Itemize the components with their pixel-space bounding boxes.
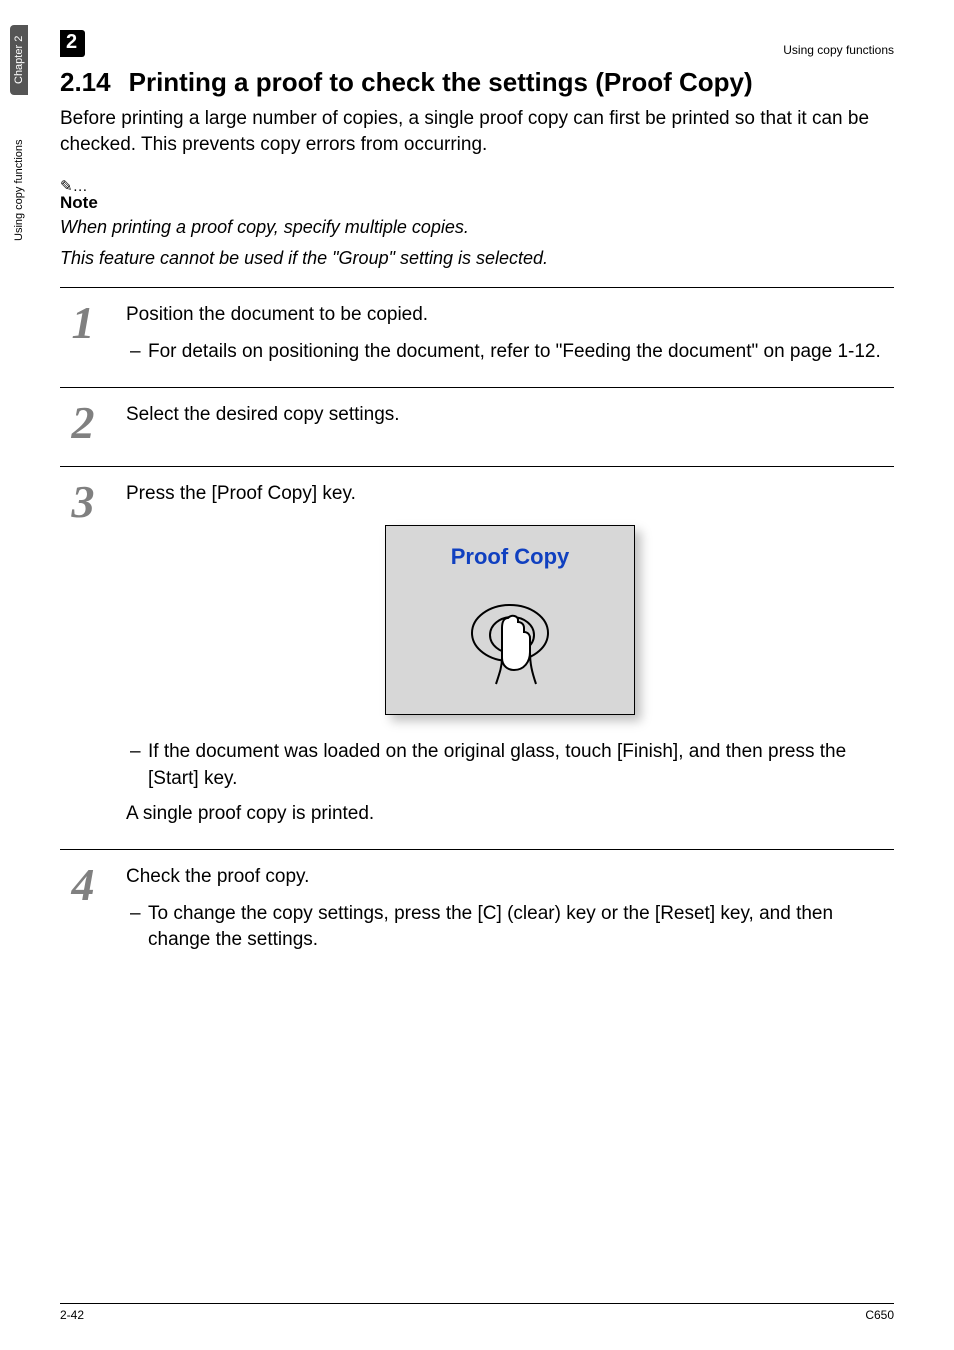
step-2-body: Select the desired copy settings.: [126, 402, 894, 443]
step-3-body: Press the [Proof Copy] key. Proof Copy I…: [126, 481, 894, 827]
running-header: 2 Using copy functions: [60, 30, 894, 57]
section-title: 2.14 Printing a proof to check the setti…: [60, 67, 894, 98]
running-title: Using copy functions: [783, 43, 894, 57]
step-2-number: 2: [60, 402, 106, 443]
step-2: 2 Select the desired copy settings.: [60, 387, 894, 465]
step-4-body: Check the proof copy. To change the copy…: [126, 864, 894, 954]
sidetab-chapter: Chapter 2: [10, 25, 28, 95]
step-3-text: Press the [Proof Copy] key.: [126, 481, 894, 508]
step-1: 1 Position the document to be copied. Fo…: [60, 287, 894, 387]
step-4-text: Check the proof copy.: [126, 864, 894, 891]
proof-copy-illustration: Proof Copy: [126, 525, 894, 715]
section-heading: Printing a proof to check the settings (…: [129, 68, 753, 98]
hand-press-icon: [450, 588, 570, 708]
step-4-sub-1: To change the copy settings, press the […: [126, 901, 894, 954]
page-footer: 2-42 C650: [60, 1303, 894, 1322]
note-label: Note: [60, 193, 894, 213]
step-1-body: Position the document to be copied. For …: [126, 302, 894, 365]
step-4: 4 Check the proof copy. To change the co…: [60, 849, 894, 976]
sidetab-section: Using copy functions: [10, 120, 28, 260]
proof-copy-label: Proof Copy: [386, 542, 634, 573]
header-left: 2: [60, 30, 85, 57]
chapter-number-badge: 2: [60, 30, 85, 57]
page: Chapter 2 Using copy functions 2 Using c…: [0, 0, 954, 1350]
intro-paragraph: Before printing a large number of copies…: [60, 106, 894, 157]
footer-model: C650: [865, 1308, 894, 1322]
step-1-sub-1: For details on positioning the document,…: [126, 339, 894, 366]
note-block: ✎… Note When printing a proof copy, spec…: [60, 177, 894, 269]
step-1-number: 1: [60, 302, 106, 365]
step-3-follow: A single proof copy is printed.: [126, 801, 894, 828]
step-3: 3 Press the [Proof Copy] key. Proof Copy…: [60, 466, 894, 849]
step-3-sub-1: If the document was loaded on the origin…: [126, 739, 894, 792]
step-2-text: Select the desired copy settings.: [126, 402, 894, 429]
proof-copy-button: Proof Copy: [385, 525, 635, 715]
note-line-1: When printing a proof copy, specify mult…: [60, 217, 894, 238]
step-4-number: 4: [60, 864, 106, 954]
footer-page-number: 2-42: [60, 1308, 84, 1322]
section-number: 2.14: [60, 67, 111, 98]
step-3-number: 3: [60, 481, 106, 827]
note-line-2: This feature cannot be used if the "Grou…: [60, 248, 894, 269]
step-1-text: Position the document to be copied.: [126, 302, 894, 329]
